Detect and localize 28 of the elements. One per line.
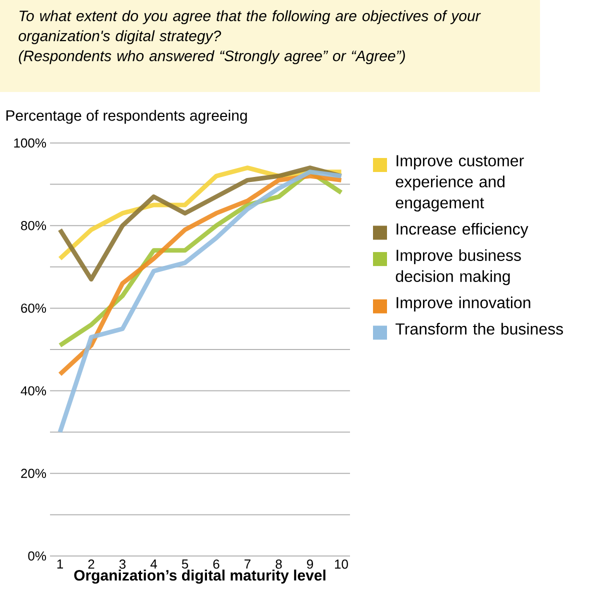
legend-label: Improve business decision making xyxy=(396,249,521,286)
line-series xyxy=(58,174,344,377)
x-tick-label: 4 xyxy=(150,560,157,568)
y-tick-label: 60% xyxy=(21,304,46,313)
x-tick-label: 9 xyxy=(307,560,314,569)
x-axis-title: Organization’s digital maturity level xyxy=(74,570,326,584)
y-tick-label: 80% xyxy=(21,220,46,230)
x-tick-label: 6 xyxy=(213,560,220,569)
x-tick-label: 2 xyxy=(88,560,94,569)
legend-label: Increase efficiency xyxy=(396,222,528,238)
x-tick-label: 7 xyxy=(244,560,250,568)
line-series xyxy=(58,170,344,434)
y-tick-label: 100% xyxy=(14,138,46,148)
legend-label: Improve customer experience and engagement xyxy=(396,155,524,212)
chart-subtitle: (Respondents who answered “Strongly agree” or “Agree”) xyxy=(18,50,405,64)
line-series xyxy=(58,166,344,282)
x-tick-label: 3 xyxy=(119,560,126,569)
x-tick-label: 5 xyxy=(182,560,188,569)
x-tick-label: 1 xyxy=(57,560,63,568)
chart-title: To what extent do you agree that the following are objectives of your organization's digital strategy? xyxy=(18,10,481,44)
x-tick-label: 8 xyxy=(276,560,282,569)
legend-label: Improve innovation xyxy=(396,296,530,312)
x-tick-label: 10 xyxy=(335,560,348,569)
y-tick-label: 0% xyxy=(28,551,46,561)
y-axis-title: Percentage of respondents agreeing xyxy=(6,110,247,124)
legend-label: Transform the business xyxy=(396,322,563,335)
y-tick-label: 20% xyxy=(21,468,46,478)
y-tick-label: 40% xyxy=(20,386,46,396)
